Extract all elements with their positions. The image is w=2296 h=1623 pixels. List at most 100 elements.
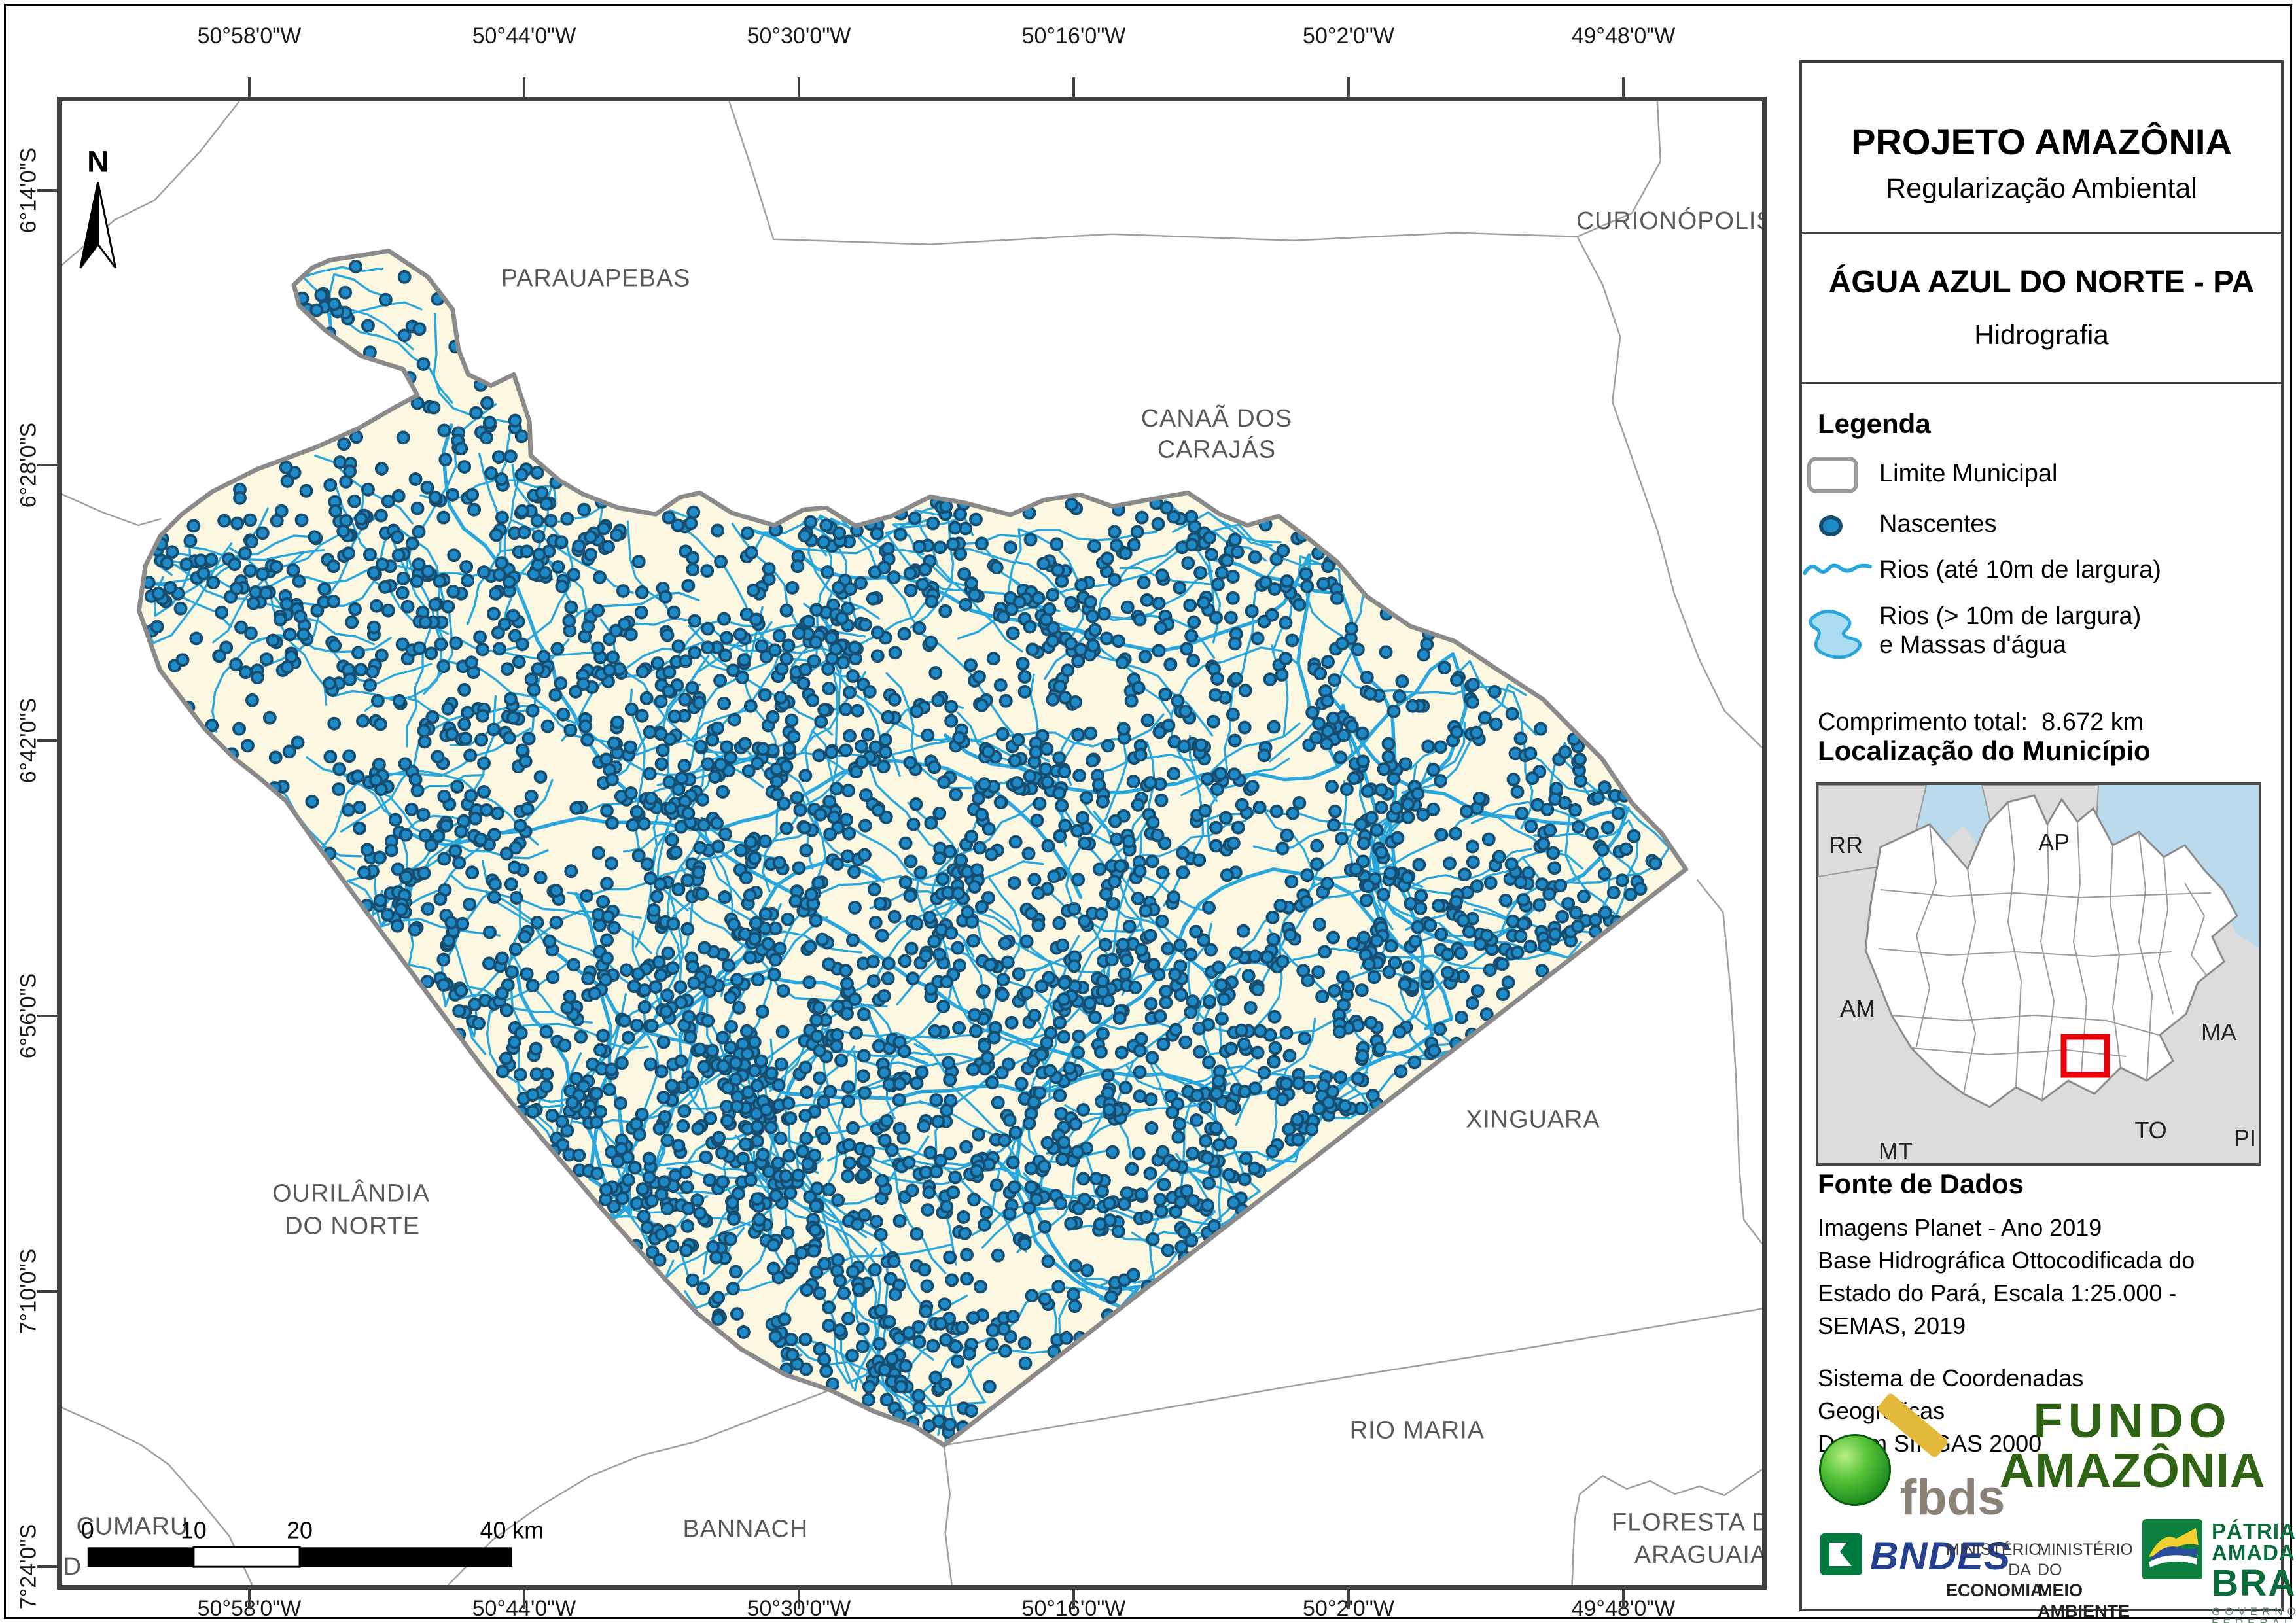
total-length: Comprimento total: 8.672 km: [1818, 679, 2144, 737]
neighbor-label: OURILÂNDIA: [272, 1180, 430, 1208]
project-title: PROJETO AMAZÔNIA: [1851, 121, 2232, 162]
svg-text:20: 20: [287, 1517, 313, 1543]
axis-tick: [1347, 77, 1350, 97]
axis-tick: [1347, 1590, 1350, 1609]
axis-tick: [1622, 77, 1625, 97]
axis-tick: [37, 1015, 57, 1017]
neighbor-label: PARAUAPEBAS: [501, 264, 691, 292]
neighbor-label: CURIONÓPOLIS: [1576, 207, 1762, 235]
axis-tick: [248, 77, 251, 97]
legend-item-nascentes: Nascentes: [1879, 510, 1997, 538]
main-map: PARAUAPEBAS CURIONÓPOLIS CANAÃ DOS CARAJÁS X…: [62, 101, 1762, 1585]
svg-text:40 km: 40 km: [480, 1517, 544, 1543]
location-header: Localização do Município: [1818, 735, 2151, 766]
legend-item-rios-maior: Rios (> 10m de largura) e Massas d'água: [1879, 602, 2142, 659]
fbds-logo-text: fbds: [1900, 1470, 2005, 1526]
axis-tick: [1622, 1590, 1625, 1609]
neighbor-label: DO NORTE: [285, 1212, 420, 1240]
panel-divider: [1802, 232, 2281, 234]
fbds-logo-sphere: [1819, 1434, 1891, 1506]
panel-divider: [1802, 382, 2281, 384]
fundo-logo-line2: AMAZÔNIA: [1999, 1443, 2266, 1497]
longitude-label-top: 50°44'0"W: [472, 24, 576, 48]
brasil-flag-icon: [2142, 1519, 2202, 1579]
neighbor-municipality-labels: PARAUAPEBAS CURIONÓPOLIS CANAÃ DOS CARAJÁS X…: [63, 207, 1762, 1580]
axis-tick: [1072, 77, 1075, 97]
svg-text:N: N: [87, 145, 109, 178]
bndes-logo-icon: [1820, 1533, 1862, 1575]
axis-tick: [1072, 1590, 1075, 1609]
springs-layer: [141, 260, 1663, 1439]
axis-tick: [523, 1590, 525, 1609]
datasource-header: Fonte de Dados: [1818, 1168, 2024, 1199]
legend-item-rios-ate: Rios (até 10m de largura): [1879, 556, 2161, 584]
svg-text:10: 10: [181, 1517, 207, 1543]
spring-symbol: [1819, 515, 1843, 536]
ministry-meio-ambiente-line2: MEIO AMBIENTE: [2038, 1580, 2130, 1621]
svg-text:0: 0: [81, 1517, 94, 1543]
fundo-amazonia-logo: FUNDO AMAZÔNIA: [1992, 1396, 2273, 1495]
hydrography-layer: [141, 260, 1670, 1444]
state-label: AP: [2038, 829, 2070, 856]
north-arrow: N: [79, 145, 117, 269]
neighbor-label: CANAÃ DOS: [1141, 405, 1292, 432]
legend-header: Legenda: [1818, 408, 1931, 439]
municipal-limit-symbol: [1807, 457, 1858, 493]
state-label: AM: [1840, 995, 1875, 1022]
state-label: RR: [1829, 831, 1863, 858]
neighbor-label: BANNACH: [683, 1515, 809, 1543]
brasil-logo-line1: PÁTRIA AMADA: [2212, 1519, 2295, 1565]
neighbor-label: CARAJÁS: [1157, 436, 1276, 464]
axis-tick: [37, 739, 57, 742]
longitude-label-top: 50°2'0"W: [1303, 24, 1394, 48]
brasil-logo-line3: GOVERNO FEDERAL: [2212, 1605, 2296, 1623]
map-frame: PARAUAPEBAS CURIONÓPOLIS CANAÃ DOS CARAJÁS X…: [57, 97, 1767, 1590]
state-label: MT: [1879, 1138, 1913, 1164]
longitude-label-top: 50°58'0"W: [197, 24, 302, 48]
ministry-economia-line1: MINISTÉRIO DA: [1946, 1541, 2041, 1579]
axis-tick: [798, 1590, 800, 1609]
municipality-outline: [136, 249, 1689, 1448]
neighbor-label: CUMARU: [77, 1512, 189, 1540]
fundo-logo-line1: FUNDO: [2033, 1393, 2232, 1448]
neighbor-label: ARAGUAIA: [1634, 1541, 1762, 1569]
axis-tick: [37, 464, 57, 466]
scale-bar: 0 10 20 40 km: [81, 1517, 544, 1568]
municipality-locator-box: [2060, 1034, 2110, 1078]
brasil-logo-line2: BRASIL: [2212, 1562, 2296, 1604]
municipality-title: ÁGUA AZUL DO NORTE - PA: [1828, 265, 2255, 300]
neighbor-label: FLORESTA DO: [1612, 1509, 1762, 1537]
patria-amada-brasil-logo: PÁTRIA AMADA BRASIL GOVERNO FEDERAL: [2212, 1520, 2296, 1623]
total-length-value: 8.672 km: [2041, 708, 2144, 736]
state-locator-map: RR AP AM MA TO PI MT: [1816, 782, 2261, 1166]
datasource-lines: Imagens Planet - Ano 2019 Base Hidrográf…: [1818, 1214, 2195, 1339]
ministry-meio-ambiente-line1: MINISTÉRIO DO: [2038, 1541, 2133, 1579]
neighbor-label: RIO MARIA: [1350, 1416, 1485, 1444]
river-line-symbol: [1803, 563, 1872, 575]
axis-tick: [798, 77, 800, 97]
neighbor-label: XINGUARA: [1466, 1106, 1600, 1133]
project-subtitle: Regularização Ambiental: [1886, 173, 2197, 204]
longitude-label-top: 49°48'0"W: [1571, 24, 1676, 48]
minimap-internal-boundaries: [1878, 801, 2212, 1107]
neighbor-label: D: [63, 1553, 82, 1580]
longitude-label-top: 50°16'0"W: [1021, 24, 1126, 48]
longitude-label-top: 50°30'0"W: [747, 24, 851, 48]
map-theme: Hidrografia: [1974, 319, 2109, 350]
axis-tick: [37, 189, 57, 192]
axis-tick: [248, 1590, 251, 1609]
ministry-economia: MINISTÉRIO DA ECONOMIA: [1946, 1540, 2043, 1601]
ministry-meio-ambiente: MINISTÉRIO DO MEIO AMBIENTE: [2038, 1540, 2136, 1622]
axis-tick: [37, 1565, 57, 1568]
axis-tick: [523, 77, 525, 97]
bndes-logo-text: BNDES: [1870, 1534, 2011, 1578]
state-label: PI: [2234, 1125, 2256, 1151]
total-length-label: Comprimento total:: [1818, 708, 2028, 736]
ministry-economia-line2: ECONOMIA: [1946, 1580, 2043, 1600]
state-label: TO: [2134, 1117, 2166, 1143]
state-label: MA: [2201, 1019, 2236, 1045]
axis-tick: [37, 1290, 57, 1293]
info-panel: PROJETO AMAZÔNIA Regularização Ambiental…: [1799, 60, 2296, 1623]
water-body-symbol: [1809, 609, 1862, 659]
legend-item-limite: Limite Municipal: [1879, 460, 2058, 487]
